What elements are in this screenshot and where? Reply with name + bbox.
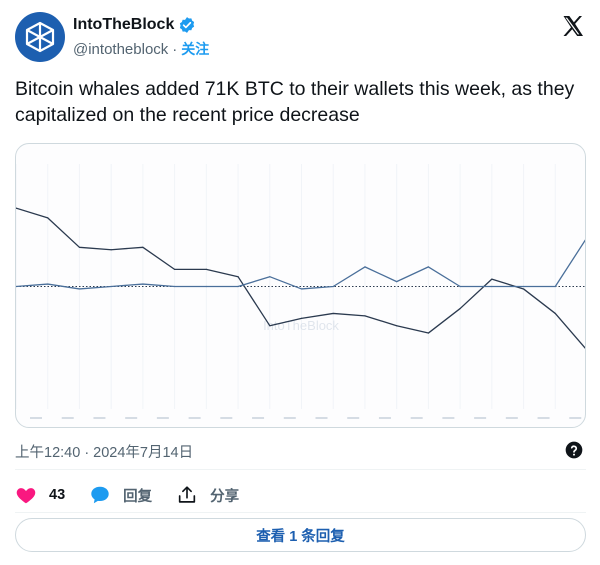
data-point [554,285,556,288]
view-replies-button[interactable]: 查看 1 条回复 [15,518,586,552]
x-tick-mark [156,417,169,419]
heart-icon [16,488,36,504]
data-point [142,246,144,248]
x-tick-mark [188,417,201,419]
data-point [427,266,429,268]
tweet-text: Bitcoin whales added 71K BTC to their wa… [15,78,575,126]
x-tick-mark [410,417,423,419]
x-axis-ticks [30,417,582,419]
like-button[interactable]: 43 [15,484,65,506]
help-circle-icon[interactable] [564,440,584,460]
x-tick-mark [315,417,328,419]
data-point [78,288,81,290]
data-point [47,217,49,219]
divider [15,512,586,513]
x-tick-mark [378,417,391,419]
data-point [269,325,271,327]
data-point [205,285,207,288]
data-point [332,285,334,288]
data-point [491,285,493,288]
divider [15,469,586,470]
data-point [205,268,207,270]
data-point [269,276,271,278]
data-point [142,283,144,285]
x-tick-mark [442,417,455,419]
tweet-header: IntoTheBlock @intotheblock · 关注 [15,12,587,62]
data-point [427,332,429,334]
chart-series [16,207,585,349]
chart-watermark: IntoTheBlock [263,318,339,333]
data-point [459,285,461,288]
x-tick-mark [61,417,74,419]
data-point [364,315,366,317]
x-tick-mark [30,417,42,419]
separator-dot: · [172,40,178,58]
x-tick-mark [474,417,487,419]
tweet-timestamp[interactable]: 上午12:40 · 2024年7月14日 [15,445,194,461]
handle[interactable]: @intotheblock [73,40,169,58]
data-point [78,246,81,248]
verified-badge-icon [180,17,195,33]
share-button[interactable]: 分享 [176,484,239,506]
data-point [554,312,556,315]
data-point [237,276,239,278]
data-point [300,288,303,290]
line-chart: IntoTheBlock [16,164,585,419]
data-point [491,278,493,280]
account-info: IntoTheBlock @intotheblock · 关注 [73,14,209,60]
data-point [396,281,398,283]
data-point [300,317,303,319]
chart-media[interactable]: IntoTheBlock [15,143,586,428]
data-point [396,325,398,327]
data-point [110,249,112,251]
intotheblock-logo-icon [25,21,55,53]
x-tick-mark [537,417,550,419]
data-point [332,312,334,315]
x-tick-mark [93,417,106,419]
data-point [364,266,366,268]
reply-button[interactable]: 回复 [89,484,152,506]
x-tick-mark [569,417,582,419]
x-tick-mark [283,417,296,419]
action-bar: 43 回复 分享 [15,482,263,508]
data-point [459,307,461,310]
x-tick-mark [505,417,518,419]
like-count: 43 [49,487,66,503]
reply-label: 回复 [123,488,153,505]
data-point [174,268,176,270]
data-point [110,285,112,288]
data-point [237,285,239,288]
data-point [16,207,17,209]
x-logo-icon[interactable] [561,14,585,38]
x-tick-mark [252,417,265,419]
x-tick-mark [220,417,233,419]
display-name[interactable]: IntoTheBlock [73,16,175,33]
data-point [522,285,525,288]
reply-bubble-icon [91,486,109,504]
data-point [16,285,17,288]
share-label: 分享 [210,488,240,505]
share-icon [178,486,196,503]
data-point [174,285,176,288]
follow-button[interactable]: 关注 [181,41,210,57]
avatar[interactable] [15,12,65,62]
data-point [522,288,525,290]
x-tick-mark [125,417,138,419]
x-tick-mark [347,417,360,419]
data-point [47,283,49,285]
